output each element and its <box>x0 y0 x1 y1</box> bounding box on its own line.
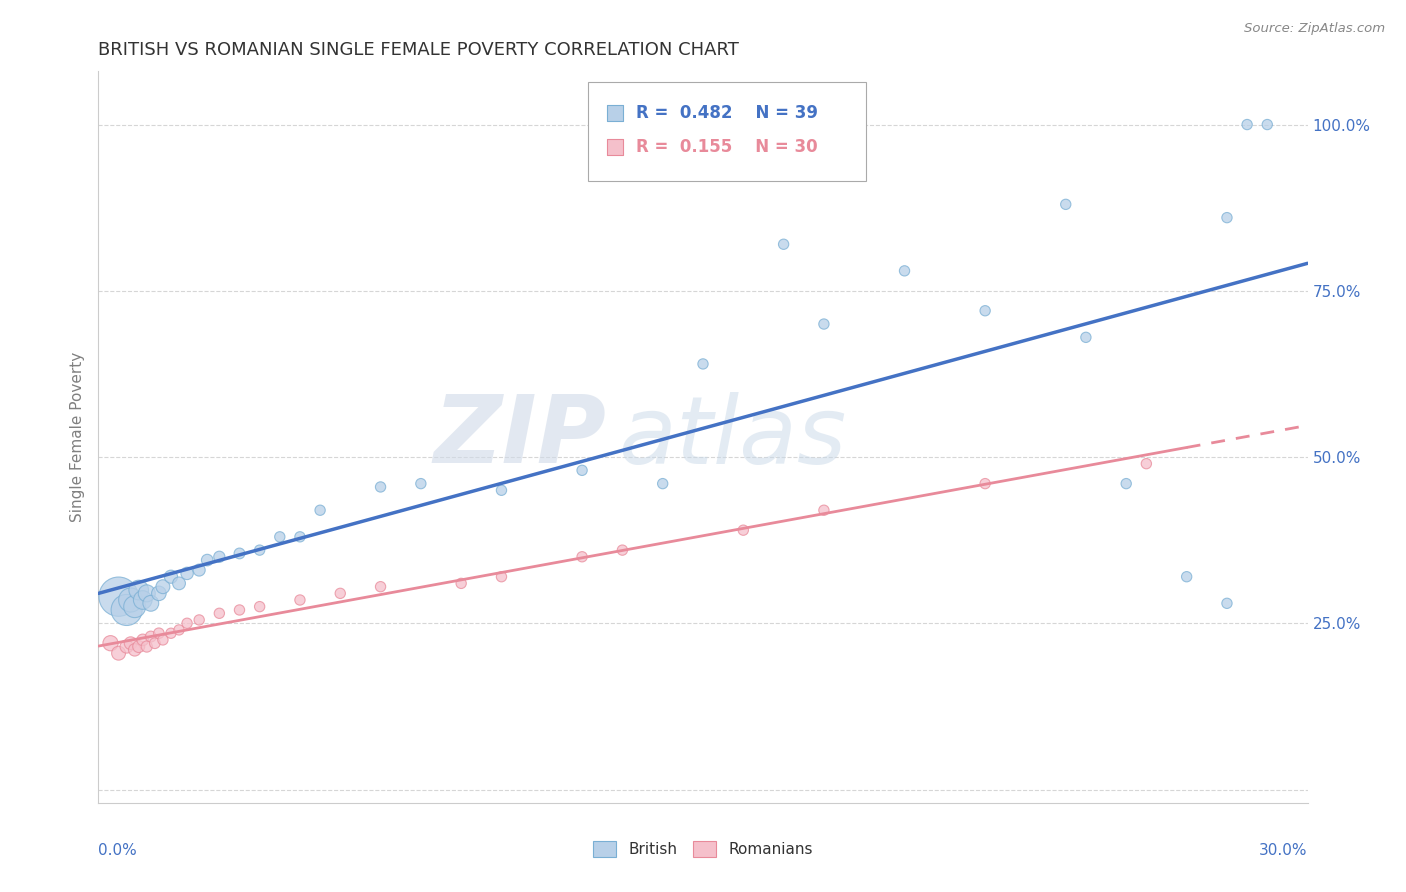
Point <box>128 640 150 654</box>
FancyBboxPatch shape <box>588 82 866 181</box>
Point <box>692 357 714 371</box>
Point <box>249 543 271 558</box>
Point <box>120 636 142 650</box>
Point <box>195 553 218 567</box>
Point <box>132 632 155 647</box>
Point <box>120 593 142 607</box>
Point <box>813 317 835 331</box>
Legend: British, Romanians: British, Romanians <box>593 841 813 857</box>
Point <box>148 626 170 640</box>
Point <box>152 632 174 647</box>
Point <box>651 476 673 491</box>
Point <box>176 616 198 631</box>
Point <box>974 476 997 491</box>
Point <box>228 603 250 617</box>
Point <box>208 549 231 564</box>
Point <box>135 586 157 600</box>
Text: R =  0.482    N = 39: R = 0.482 N = 39 <box>637 104 818 122</box>
Point <box>269 530 291 544</box>
Point <box>409 476 432 491</box>
Point <box>115 603 138 617</box>
Point <box>612 543 634 558</box>
Point <box>115 640 138 654</box>
Point <box>491 483 513 498</box>
Text: atlas: atlas <box>619 392 846 483</box>
Point <box>1236 118 1258 132</box>
Point <box>139 596 162 610</box>
Point <box>1115 476 1137 491</box>
Point <box>152 580 174 594</box>
Point <box>228 546 250 560</box>
Point <box>288 593 311 607</box>
Point <box>772 237 794 252</box>
Point <box>124 599 146 614</box>
Point <box>733 523 755 537</box>
Point <box>167 576 190 591</box>
Point <box>160 626 183 640</box>
Text: BRITISH VS ROMANIAN SINGLE FEMALE POVERTY CORRELATION CHART: BRITISH VS ROMANIAN SINGLE FEMALE POVERT… <box>98 41 740 59</box>
Point <box>288 530 311 544</box>
Text: 0.0%: 0.0% <box>98 843 138 858</box>
Point <box>309 503 332 517</box>
Point <box>132 593 155 607</box>
Point <box>100 636 122 650</box>
Point <box>208 607 231 621</box>
Point <box>1216 211 1239 225</box>
Point <box>188 613 211 627</box>
Point <box>139 630 162 644</box>
Point <box>974 303 997 318</box>
Point <box>1054 197 1077 211</box>
Point <box>1216 596 1239 610</box>
Point <box>370 480 392 494</box>
Point <box>176 566 198 581</box>
Point <box>450 576 472 591</box>
Point <box>1074 330 1097 344</box>
Point <box>107 646 129 660</box>
Point <box>188 563 211 577</box>
Point <box>148 586 170 600</box>
Point <box>167 623 190 637</box>
Point <box>135 640 157 654</box>
Text: Source: ZipAtlas.com: Source: ZipAtlas.com <box>1244 22 1385 36</box>
Point <box>893 264 915 278</box>
Point <box>491 570 513 584</box>
Point <box>1256 118 1278 132</box>
Point <box>107 590 129 604</box>
Point <box>124 643 146 657</box>
Point <box>1175 570 1198 584</box>
Point <box>571 463 593 477</box>
Point <box>160 570 183 584</box>
Text: R =  0.155    N = 30: R = 0.155 N = 30 <box>637 137 818 156</box>
Point <box>370 580 392 594</box>
Point <box>128 582 150 597</box>
Point <box>143 636 166 650</box>
Point <box>571 549 593 564</box>
Point <box>249 599 271 614</box>
Text: ZIP: ZIP <box>433 391 606 483</box>
Point <box>329 586 352 600</box>
Text: 30.0%: 30.0% <box>1260 843 1308 858</box>
Point <box>813 503 835 517</box>
Point <box>1135 457 1157 471</box>
Y-axis label: Single Female Poverty: Single Female Poverty <box>69 352 84 522</box>
